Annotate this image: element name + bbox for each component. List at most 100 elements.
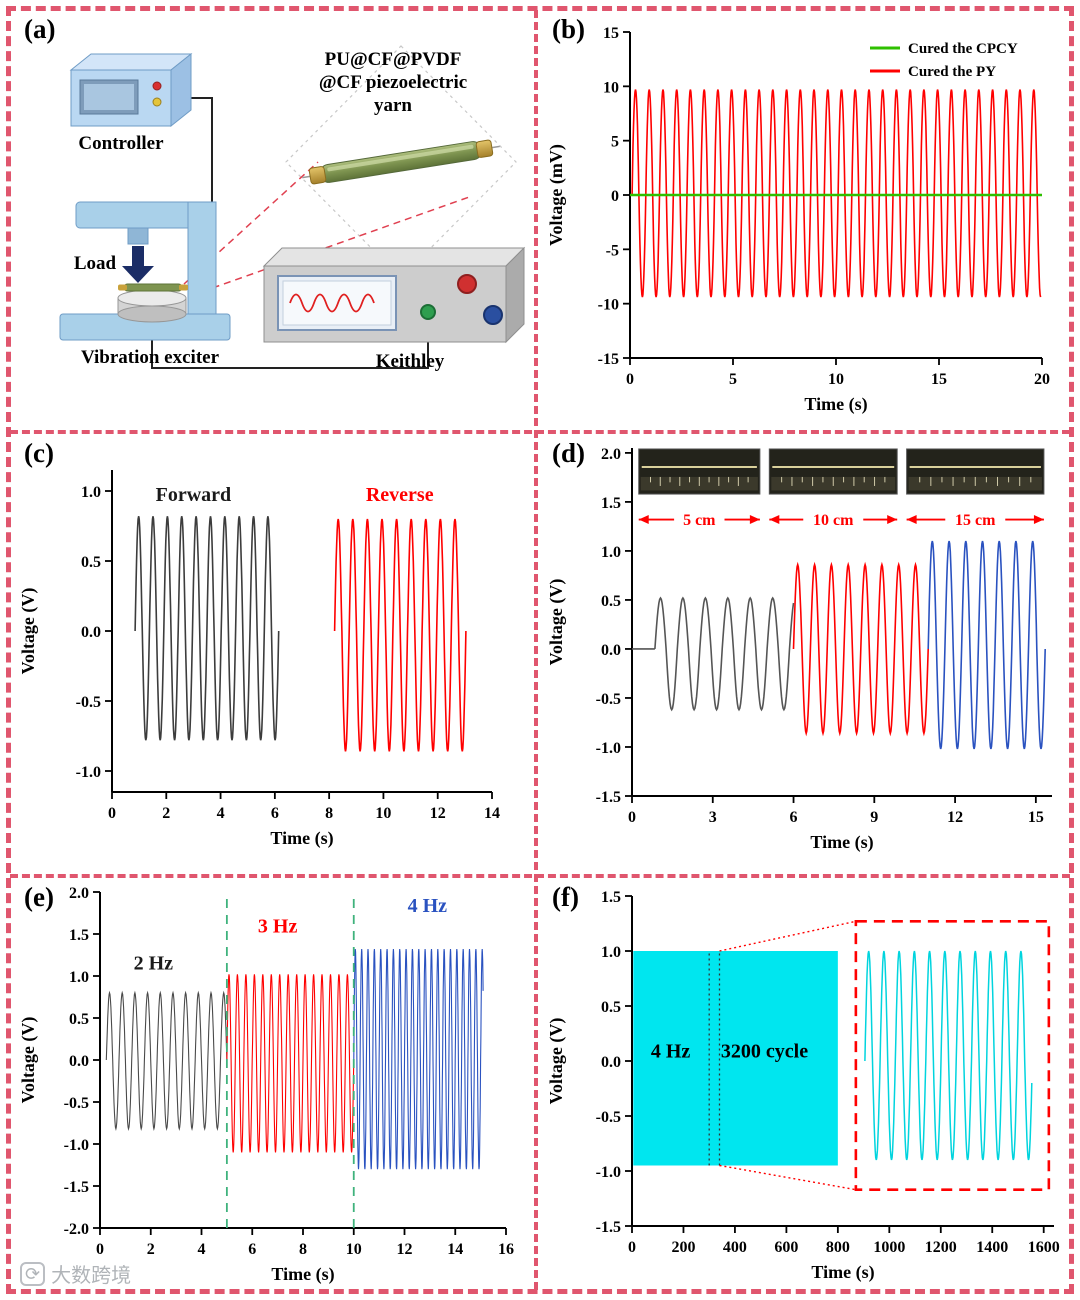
zoom-box: [854, 919, 1051, 1191]
panel-e: (e) 0 2 4 6 8 10 12 14 16 -2.0 -1.5 -1.0 -0.5 0.0 0.5 1…: [16, 880, 528, 1296]
span-label: 5 cm: [683, 512, 716, 529]
y-axis-title: Voltage (V): [546, 579, 567, 666]
series-Cured the PY: [631, 89, 1042, 298]
arrowhead-left: [906, 515, 917, 525]
annotation-connector: [719, 1164, 856, 1191]
y-tick-label: -1.5: [596, 789, 621, 806]
x-tick-label: 20: [1034, 371, 1050, 388]
y-tick-label: 0.5: [601, 593, 621, 610]
panel-b-label: (b): [552, 14, 585, 44]
legend-label: Cured the CPCY: [908, 41, 1018, 57]
y-tick-label: 1.5: [601, 889, 621, 906]
x-tick-label: 16: [498, 1241, 514, 1258]
x-tick-label: 6: [248, 1241, 256, 1258]
panel-divider-vertical: [534, 10, 538, 1290]
vibration-exciter-label: Vibration exciter: [80, 347, 220, 368]
annotation-text: Reverse: [366, 484, 434, 506]
x-tick-label: 2: [162, 805, 170, 822]
arrowhead-left: [769, 515, 780, 525]
y-axis-title: Voltage (V): [18, 1017, 39, 1104]
arrowhead-right: [1033, 515, 1044, 525]
x-tick-label: 200: [671, 1239, 695, 1256]
x-tick-label: 15: [931, 371, 947, 388]
load-arrow: [122, 246, 154, 283]
keithley-label: Keithley: [375, 351, 445, 372]
x-tick-label: 0: [626, 371, 634, 388]
y-tick-label: 1.0: [601, 544, 621, 561]
panel-divider-horizontal-2: [10, 874, 1070, 878]
x-tick-label: 12: [397, 1241, 413, 1258]
y-tick-label: -1.0: [596, 740, 621, 757]
x-tick-label: 8: [299, 1241, 307, 1258]
x-tick-label: 0: [96, 1241, 104, 1258]
x-tick-label: 9: [870, 809, 878, 826]
y-tick-label: 1.0: [69, 969, 89, 986]
y-tick-label: -1.0: [596, 1164, 621, 1181]
panel-c-label: (c): [24, 438, 54, 468]
controller-label: Controller: [78, 133, 164, 154]
y-tick-label: 0.0: [601, 1054, 621, 1071]
arrowhead-left: [638, 515, 649, 525]
y-tick-label: 0.0: [601, 642, 621, 659]
y-tick-label: -0.5: [64, 1095, 89, 1112]
panel-c: (c) 0 2 4 6 8 10 12 14 -1.0 -0.5 0.0 0.5 1.0 Time (s)…: [16, 436, 528, 870]
series-2 Hz: [105, 990, 228, 1132]
load-label: Load: [73, 253, 117, 274]
x-axis-title: Time (s): [811, 1262, 874, 1283]
panel-f: (f) 0 200 400 600 800 1000 1200 1400 1600 -1.5 -1.…: [544, 880, 1074, 1296]
x-tick-label: 6: [271, 805, 279, 822]
y-tick-label: -5: [606, 242, 619, 259]
annotation-text: Forward: [156, 484, 232, 506]
panel-e-label: (e): [24, 882, 54, 912]
x-tick-label: 600: [774, 1239, 798, 1256]
yarn-label-line2: @CF piezoelectric: [318, 72, 468, 93]
measurement-wire: [151, 320, 429, 369]
y-axis-title: Voltage (V): [546, 1018, 567, 1105]
y-tick-label: 0.5: [81, 554, 101, 571]
series-5 cm: [654, 596, 795, 712]
x-tick-label: 14: [447, 1241, 463, 1258]
y-tick-label: 2.0: [69, 885, 89, 902]
x-tick-label: 0: [628, 809, 636, 826]
x-axis-title: Time (s): [270, 828, 333, 849]
y-tick-label: 0.0: [69, 1053, 89, 1070]
panel-b: (b) 0 5 10 15 20 -15 -10 -5 0 5 10 15 Time (s) Voltag…: [544, 12, 1074, 426]
x-tick-label: 10: [828, 371, 844, 388]
y-tick-label: -10: [598, 297, 619, 314]
watermark-text: 大数跨境: [51, 1265, 132, 1287]
x-tick-label: 10: [375, 805, 391, 822]
yarn-label: PU@CF@PVDF @CF piezoelectric yarn: [264, 48, 522, 117]
annotation-text: 4 Hz: [408, 895, 448, 917]
x-tick-label: 400: [723, 1239, 747, 1256]
series-10 cm: [792, 561, 929, 737]
annotation-text: 3 Hz: [258, 915, 298, 937]
y-tick-label: -1.5: [64, 1179, 89, 1196]
y-tick-label: 0.5: [69, 1011, 89, 1028]
y-tick-label: -1.0: [76, 764, 101, 781]
x-tick-label: 10: [346, 1241, 362, 1258]
arrowhead-right: [749, 515, 760, 525]
x-tick-label: 0: [628, 1239, 636, 1256]
y-tick-label: 0.0: [81, 624, 101, 641]
panel-a: (a): [16, 12, 528, 426]
y-tick-label: 1.0: [601, 944, 621, 961]
legend-label: Cured the PY: [908, 64, 996, 80]
panel-a-label: (a): [24, 14, 56, 44]
span-label: 15 cm: [955, 512, 996, 529]
chart-b-canvas: 0 5 10 15 20 -15 -10 -5 0 5 10 15 Time (s) Voltage (m…: [546, 25, 1050, 415]
x-tick-label: 5: [729, 371, 737, 388]
x-tick-label: 2: [147, 1241, 155, 1258]
x-tick-label: 8: [325, 805, 333, 822]
y-tick-label: -1.0: [64, 1137, 89, 1154]
panel-divider-horizontal-1: [10, 430, 1070, 434]
x-tick-label: 4: [217, 805, 225, 822]
panel-d-label: (d): [552, 438, 585, 468]
y-tick-label: 1.5: [69, 927, 89, 944]
series-15 cm: [927, 540, 1046, 750]
y-tick-label: -0.5: [76, 694, 101, 711]
x-tick-label: 15: [1028, 809, 1044, 826]
x-tick-label: 0: [108, 805, 116, 822]
y-axis-title: Voltage (V): [18, 588, 39, 675]
yarn-label-line1: PU@CF@PVDF: [324, 49, 462, 70]
x-axis-title: Time (s): [804, 394, 867, 415]
